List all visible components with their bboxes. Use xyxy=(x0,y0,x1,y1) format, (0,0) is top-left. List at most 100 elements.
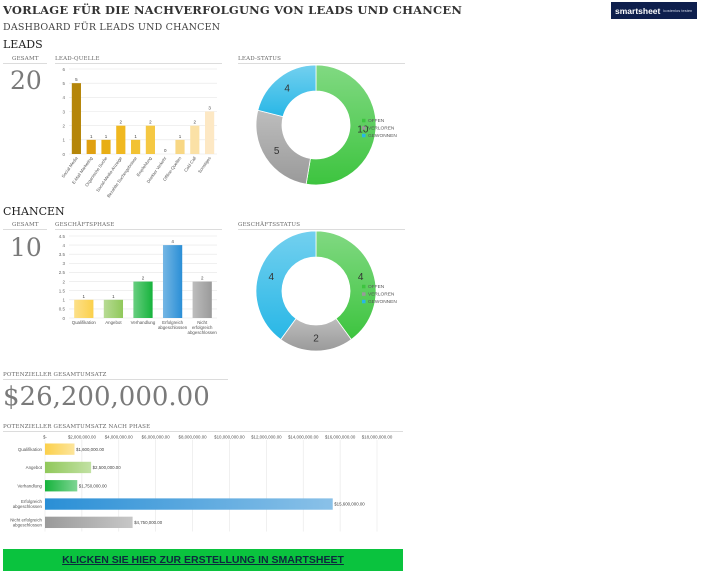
y-tick-label: 0 xyxy=(62,152,65,157)
pie-slice xyxy=(257,64,317,118)
x-tick-label: $4,000,000.00 xyxy=(105,435,134,440)
y-tick-label: 1 xyxy=(62,298,65,303)
revenue-total-value: $26,200,000.00 xyxy=(3,382,210,412)
legend-label: OFFEN xyxy=(368,284,385,290)
bar xyxy=(190,125,200,154)
x-tick-label: $- xyxy=(43,435,47,440)
deal-phase-label: GESCHÄFTSPHASE xyxy=(55,222,115,228)
divider xyxy=(3,379,228,380)
bar xyxy=(74,299,94,318)
x-tick-label: $18,000,000.00 xyxy=(362,435,393,440)
leads-total-value: 20 xyxy=(10,66,42,95)
bar xyxy=(45,480,78,492)
data-label: 1 xyxy=(112,294,115,299)
data-label: $1,600,000.00 xyxy=(76,447,105,452)
data-label: 1 xyxy=(83,294,86,299)
bar xyxy=(162,245,183,318)
legend-swatch xyxy=(362,299,366,304)
y-tick-label: Qualifikation xyxy=(18,447,43,452)
chancen-heading: CHANCEN xyxy=(3,205,65,218)
bar xyxy=(192,281,212,318)
page-title: VORLAGE FÜR DIE NACHVERFOLGUNG VON LEADS… xyxy=(3,3,463,17)
x-tick-label: abgeschlossen xyxy=(158,325,188,330)
x-tick-label: $10,000,000.00 xyxy=(214,435,245,440)
y-tick-label: 3.5 xyxy=(59,252,66,257)
deal-phase-chart: 0 0.5 1 1.5 2 2.5 3 3.5 4 4.5 1 Qualifikation 1 Angeb… xyxy=(59,234,218,335)
data-label: 1 xyxy=(90,134,93,139)
y-tick-label: 3 xyxy=(62,109,65,114)
leads-total-label: GESAMT xyxy=(12,56,39,62)
slice-label: 2 xyxy=(313,334,319,345)
x-tick-label: abgeschlossen xyxy=(188,330,218,335)
slice-label: 4 xyxy=(358,272,364,283)
divider xyxy=(3,63,47,64)
create-in-smartsheet-button[interactable]: KLICKEN SIE HIER ZUR ERSTELLUNG IN SMART… xyxy=(3,549,403,571)
leads-heading: LEADS xyxy=(3,38,43,51)
slice-label: 5 xyxy=(274,146,280,157)
x-tick-label: erfolgreich xyxy=(192,325,213,330)
x-tick-label: Sonstiges xyxy=(197,156,212,174)
bar xyxy=(45,461,92,474)
bar xyxy=(175,139,185,154)
y-tick-label: 4.5 xyxy=(59,234,66,239)
lead-status-label: LEAD-STATUS xyxy=(238,56,282,62)
chancen-total-label: GESAMT xyxy=(12,222,39,228)
pie-slice xyxy=(315,230,377,341)
bar xyxy=(45,498,333,510)
revenue-by-phase-chart: $- $2,000,000.00 $4,000,000.00 $6,000,000.0… xyxy=(10,435,393,532)
x-tick-label: $16,000,000.00 xyxy=(325,435,356,440)
y-tick-label: 0.5 xyxy=(59,307,66,312)
legend-swatch xyxy=(362,133,366,138)
bar xyxy=(145,125,155,154)
bar xyxy=(131,139,141,154)
divider xyxy=(238,229,405,230)
y-tick-label: Erfolgreich xyxy=(21,499,43,504)
x-tick-label: Verhandlung xyxy=(131,320,156,325)
bar xyxy=(133,281,153,318)
data-label: 5 xyxy=(75,77,78,82)
legend-label: GEWONNEN xyxy=(368,133,397,139)
data-label: 1 xyxy=(134,134,137,139)
x-tick-label: $6,000,000.00 xyxy=(142,435,171,440)
data-label: 2 xyxy=(142,276,145,281)
lead-source-label: LEAD-QUELLE xyxy=(55,56,100,62)
legend-swatch xyxy=(362,284,366,289)
smartsheet-trial-banner[interactable]: smartsheet kostenlos testen xyxy=(611,2,697,19)
data-label: 2 xyxy=(194,120,197,125)
y-tick-label: 2 xyxy=(62,123,65,128)
page-subtitle: DASHBOARD FÜR LEADS UND CHANCEN xyxy=(3,22,221,33)
data-label: $15,600,000.00 xyxy=(334,502,365,507)
pie-slice xyxy=(255,109,311,185)
y-tick-label: 0 xyxy=(62,316,65,321)
legend-label: VERLOREN xyxy=(368,292,395,298)
bar xyxy=(86,139,96,154)
y-tick-label: 4 xyxy=(62,243,65,248)
y-tick-label: 4 xyxy=(62,95,65,100)
x-tick-label: Cold Call xyxy=(183,156,197,173)
data-label: 1 xyxy=(179,134,182,139)
revenue-by-phase-label: POTENZIELLER GESAMTUMSATZ NACH PHASE xyxy=(3,424,151,430)
pie-slice xyxy=(255,230,317,341)
y-tick-label: Nicht erfolgreich xyxy=(10,517,42,522)
data-label: $2,500,000.00 xyxy=(93,465,122,470)
revenue-total-label: POTENZIELLER GESAMTUMSATZ xyxy=(3,372,107,378)
y-tick-label: 2.5 xyxy=(59,270,66,275)
divider xyxy=(55,229,222,230)
x-tick-label: Erfolgreich xyxy=(162,320,184,325)
data-label: 2 xyxy=(201,276,204,281)
smartsheet-logo: smartsheet xyxy=(615,5,661,16)
slice-label: 4 xyxy=(269,272,275,283)
chancen-total-value: 10 xyxy=(10,233,42,262)
bar xyxy=(45,443,75,455)
y-tick-label: 1.5 xyxy=(59,288,66,293)
pie-slice xyxy=(305,64,377,186)
bar xyxy=(103,299,124,318)
y-tick-label: 3 xyxy=(62,261,65,266)
y-tick-label: Verhandlung xyxy=(17,483,42,488)
data-label: 2 xyxy=(149,120,152,125)
x-tick-label: $2,000,000.00 xyxy=(68,435,97,440)
bar xyxy=(205,111,215,154)
legend-label: OFFEN xyxy=(368,118,385,124)
